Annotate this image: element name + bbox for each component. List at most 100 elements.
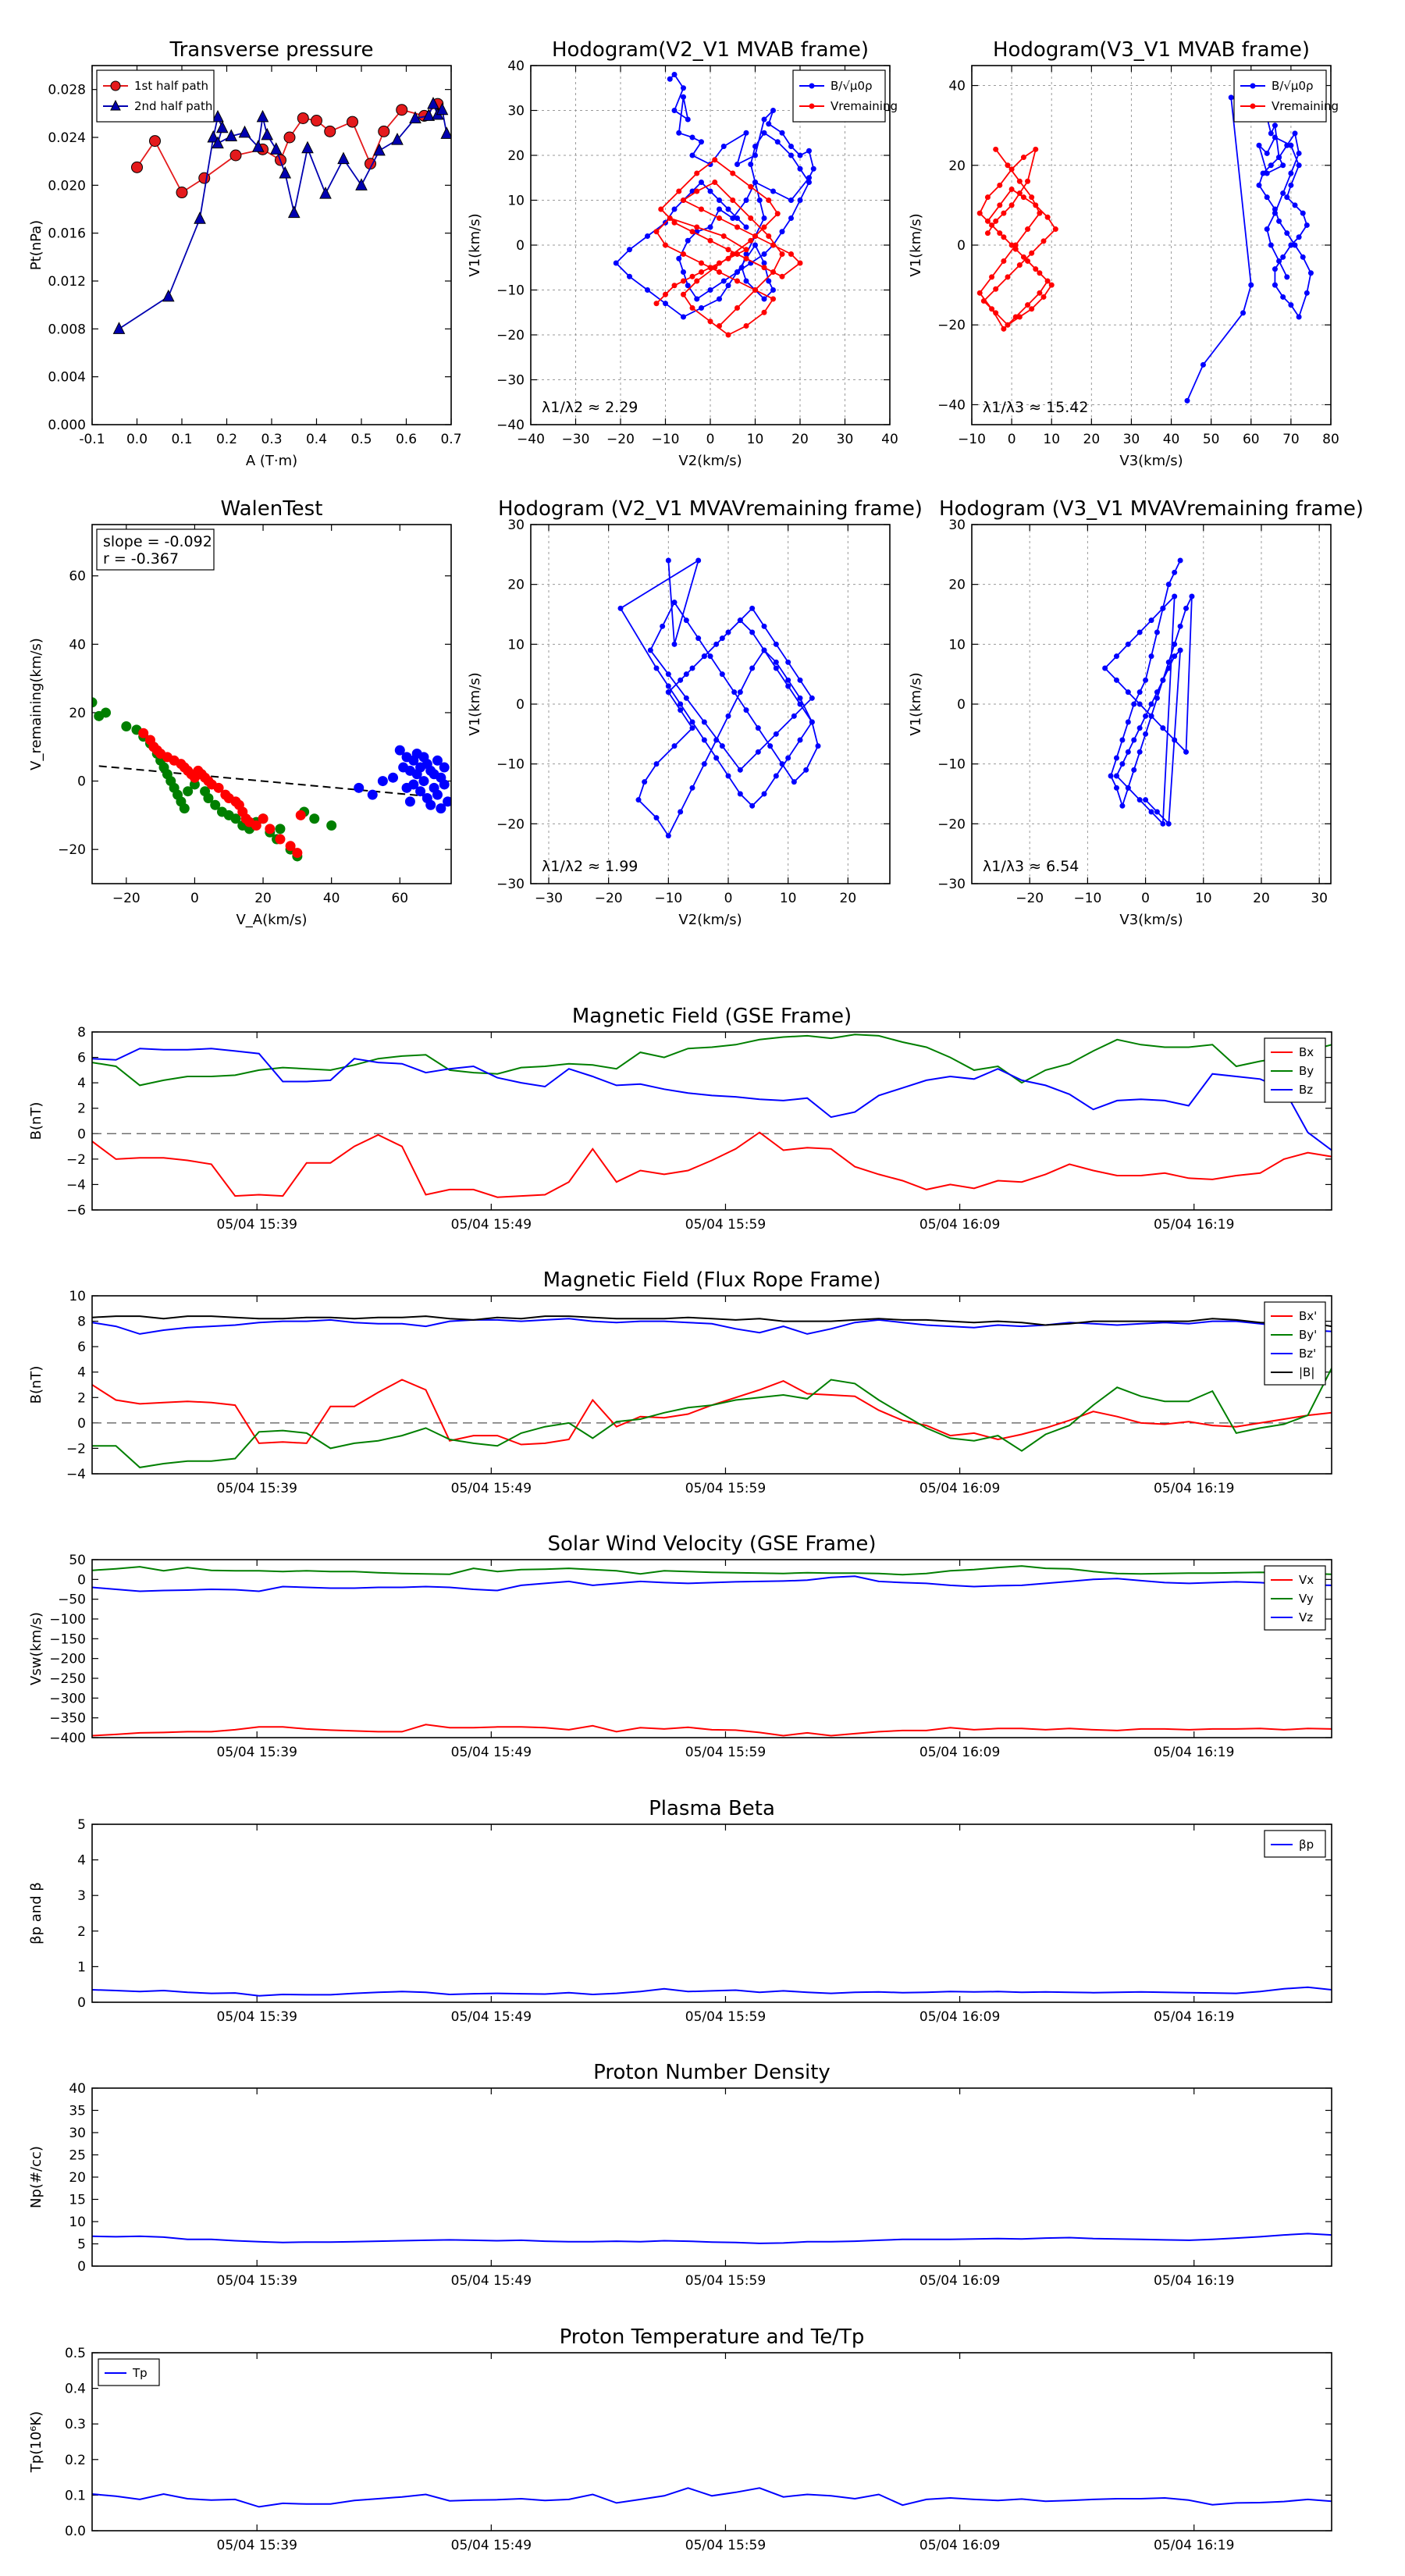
data-point [92,697,98,708]
data-point [427,96,439,109]
data-point [761,224,767,230]
y-tick-label: −50 [58,1592,86,1608]
data-point [713,755,720,761]
data-point [701,653,707,660]
series-line [92,2487,1332,2508]
data-point [1119,761,1126,767]
data-point [1125,749,1131,755]
series-group [92,1315,1332,1468]
data-point [1029,306,1035,312]
data-point [439,779,450,790]
legend-label: B/√μ0ρ [1272,79,1314,93]
data-point [993,146,999,152]
data-point [681,269,686,275]
y-tick-label: 2 [77,1390,86,1406]
data-point [743,251,749,257]
data-point [773,731,779,737]
data-point [989,306,995,312]
series-line [92,1368,1332,1468]
x-tick-label: 05/04 16:19 [1154,2009,1234,2025]
y-tick-label: −20 [496,817,525,832]
data-point [1033,202,1039,208]
data-point [699,206,704,212]
data-point [1131,767,1137,773]
data-point [1288,142,1294,148]
data-point [667,215,673,221]
data-point [997,202,1003,208]
x-tick-label: 0 [1008,432,1016,447]
data-point [1256,182,1262,188]
data-point [617,605,624,611]
series-line [92,2233,1332,2244]
data-point [720,233,727,239]
data-point [761,309,767,315]
data-point [1272,210,1278,216]
data-point [1300,210,1306,216]
data-point [766,278,772,284]
data-point [773,659,779,665]
data-point [1008,166,1015,173]
x-tick-label: −10 [654,891,682,906]
data-point [797,165,803,172]
data-point [409,111,422,123]
data-point [989,274,995,280]
x-tick-label: 30 [837,432,854,447]
data-point [1044,278,1051,284]
data-point [676,255,682,262]
data-point [681,278,686,284]
data-point [1264,226,1270,233]
data-point [743,323,749,329]
data-point [809,695,815,701]
chart-hodo_v3v1_b: −10 0 10 20 30 40 50 60 70 80 −40 −20 0 20 40 Hodogram(… [908,38,1339,469]
y-tick-label: 0.2 [65,2453,86,2468]
series-line [92,1048,1332,1151]
data-point [997,182,1003,188]
x-tick-label: 05/04 15:49 [451,1217,532,1233]
x-axis-label: A (T·m) [246,453,297,469]
data-point [1292,242,1298,248]
data-point [779,130,785,136]
x-tick-label: 05/04 15:39 [217,1481,297,1496]
data-point [212,109,224,123]
data-point [213,782,224,793]
data-point [436,102,449,116]
x-tick-label: 0 [190,891,199,906]
stats-line: slope = -0.092 [103,533,212,550]
data-point [743,278,749,284]
y-tick-label: 0.3 [65,2417,86,2432]
y-tick-label: 6 [77,1340,86,1355]
data-point [1284,274,1290,280]
data-point [1272,206,1278,212]
x-tick-label: 05/04 16:19 [1154,1481,1234,1496]
data-point [422,109,436,121]
y-tick-label: 15 [69,2193,86,2208]
x-tick-label: 05/04 15:59 [685,2273,766,2289]
y-tick-label: 20 [948,578,966,593]
data-point [1280,162,1286,169]
y-tick-label: 4 [77,1853,86,1869]
y-tick-label: −6 [66,1203,86,1219]
plot-frame [91,1031,1332,1211]
data-point [1264,194,1270,201]
x-tick-label: 40 [1163,432,1180,447]
x-tick-label: 05/04 15:59 [685,1481,766,1496]
plot-frame [91,1559,1332,1738]
data-point [121,720,132,731]
data-point [735,305,740,311]
data-point [112,322,126,334]
y-tick-label: 0 [957,697,966,713]
x-tick-label: 0.6 [396,432,417,447]
data-point [354,782,365,793]
y-tick-label: 20 [69,706,86,721]
chart-title: WalenTest [221,497,323,521]
data-point [1037,290,1043,296]
plot-frame [971,524,1332,884]
data-point [1005,322,1011,328]
legend-label: |B| [1299,1365,1314,1379]
data-point [797,677,803,683]
data-point [809,719,815,725]
data-point [773,641,779,647]
y-tick-label: −40 [496,418,525,433]
y-tick-label: 0.004 [48,370,86,386]
data-point [749,802,756,809]
